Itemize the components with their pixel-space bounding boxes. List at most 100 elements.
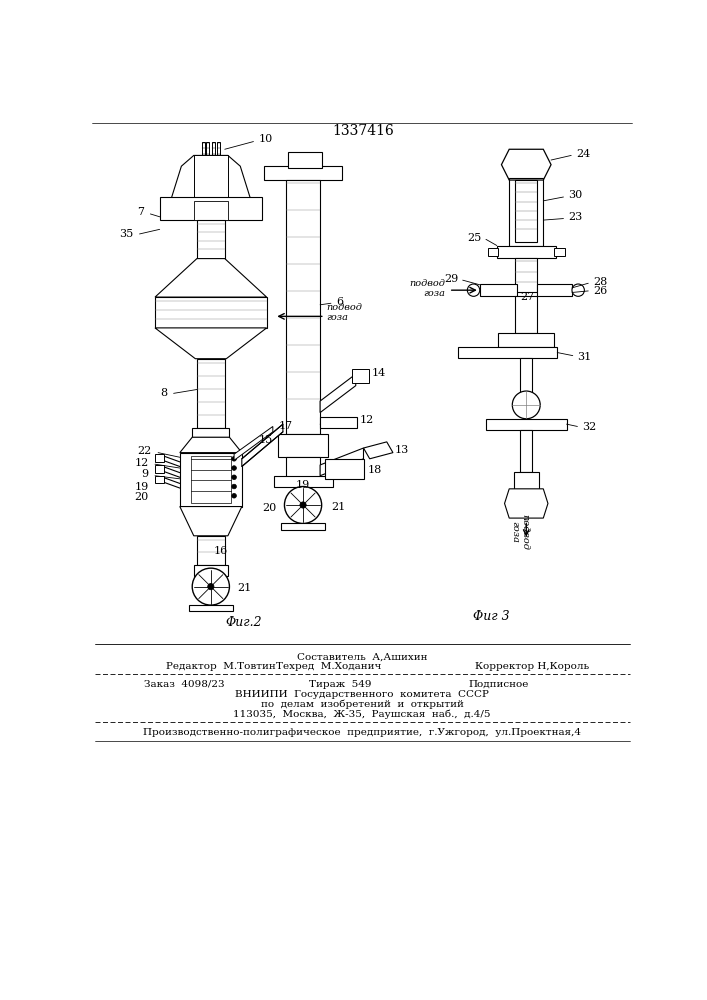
Text: 15: 15 xyxy=(259,435,273,445)
Text: подвод
гоза: подвод гоза xyxy=(510,514,530,550)
Text: 31: 31 xyxy=(578,352,592,362)
Polygon shape xyxy=(155,259,267,297)
Text: 24: 24 xyxy=(575,149,590,159)
Polygon shape xyxy=(320,448,363,476)
Polygon shape xyxy=(170,155,251,201)
Text: 19: 19 xyxy=(296,480,310,490)
Bar xyxy=(352,369,369,383)
Bar xyxy=(320,417,357,428)
Polygon shape xyxy=(501,149,551,180)
Polygon shape xyxy=(186,179,235,201)
Bar xyxy=(520,358,532,413)
Text: Составитель  А,Ашихин: Составитель А,Ашихин xyxy=(297,652,427,661)
Text: 32: 32 xyxy=(582,422,596,432)
Text: 12: 12 xyxy=(134,458,149,468)
Bar xyxy=(281,523,325,530)
Bar xyxy=(191,456,231,503)
Bar xyxy=(160,197,262,220)
Bar xyxy=(197,220,225,259)
Circle shape xyxy=(513,391,540,419)
Text: 17: 17 xyxy=(279,421,293,431)
Bar xyxy=(325,459,363,479)
Bar xyxy=(520,430,532,472)
Text: 9: 9 xyxy=(141,469,149,479)
Bar xyxy=(286,457,320,480)
Text: 10: 10 xyxy=(259,134,273,144)
Bar xyxy=(180,453,242,507)
Text: 14: 14 xyxy=(371,368,385,378)
Text: 25: 25 xyxy=(467,233,481,243)
Text: 20: 20 xyxy=(262,503,276,513)
Circle shape xyxy=(208,584,214,590)
Polygon shape xyxy=(505,489,548,518)
Polygon shape xyxy=(155,328,267,359)
Text: 35: 35 xyxy=(119,229,134,239)
Text: ВНИИПИ  Государственного  комитета  СССР: ВНИИПИ Государственного комитета СССР xyxy=(235,690,489,699)
Circle shape xyxy=(232,475,236,480)
Text: Φиг 3: Φиг 3 xyxy=(473,610,510,623)
Bar xyxy=(514,472,539,489)
Text: 30: 30 xyxy=(568,190,583,200)
Circle shape xyxy=(300,502,306,508)
Text: 21: 21 xyxy=(237,583,252,593)
Circle shape xyxy=(232,493,236,498)
Bar xyxy=(498,333,554,347)
Text: 28: 28 xyxy=(593,277,607,287)
Text: Тираж  549: Тираж 549 xyxy=(309,680,372,689)
Text: подвод
гоза: подвод гоза xyxy=(327,303,362,322)
Text: Редактор  М.Товтин: Редактор М.Товтин xyxy=(166,662,276,671)
Bar xyxy=(286,180,320,434)
Circle shape xyxy=(232,456,236,461)
Circle shape xyxy=(192,568,230,605)
Bar xyxy=(274,476,332,487)
Text: 16: 16 xyxy=(214,546,228,556)
Bar xyxy=(194,155,228,201)
Bar xyxy=(509,178,543,246)
Bar xyxy=(189,605,233,611)
Text: подвод
гоза: подвод гоза xyxy=(409,279,445,298)
Text: 26: 26 xyxy=(593,286,607,296)
Text: 23: 23 xyxy=(568,212,583,222)
Polygon shape xyxy=(320,374,356,413)
Bar xyxy=(279,434,328,457)
Bar xyxy=(515,180,537,242)
Text: 19: 19 xyxy=(134,482,149,492)
Bar xyxy=(201,142,204,179)
Bar xyxy=(192,428,230,437)
Text: Техред  М.Ходанич: Техред М.Ходанич xyxy=(276,662,381,671)
Text: 8: 8 xyxy=(160,388,168,398)
Bar xyxy=(155,465,164,473)
Text: Φиг.2: Φиг.2 xyxy=(225,616,262,629)
Bar xyxy=(197,359,225,428)
Circle shape xyxy=(232,466,236,470)
Bar xyxy=(155,297,267,328)
Bar xyxy=(515,296,537,333)
Text: 21: 21 xyxy=(331,502,345,512)
Text: Производственно-полиграфическое  предприятие,  г.Ужгород,  ул.Проектная,4: Производственно-полиграфическое предприя… xyxy=(143,728,581,737)
Polygon shape xyxy=(363,442,393,459)
Bar xyxy=(458,347,557,358)
Text: Подписное: Подписное xyxy=(468,680,529,689)
Text: 18: 18 xyxy=(368,465,382,475)
Text: 22: 22 xyxy=(138,446,152,456)
Bar xyxy=(155,476,164,483)
Circle shape xyxy=(284,487,322,523)
Text: 29: 29 xyxy=(444,274,458,284)
Bar xyxy=(206,142,209,179)
Text: 6: 6 xyxy=(337,297,344,307)
Text: 12: 12 xyxy=(360,415,374,425)
Bar xyxy=(486,419,566,430)
Text: 1337416: 1337416 xyxy=(332,124,394,138)
Bar xyxy=(197,536,225,565)
Bar xyxy=(155,454,164,462)
Circle shape xyxy=(232,484,236,489)
Text: 7: 7 xyxy=(137,207,144,217)
Bar xyxy=(288,152,322,168)
Bar xyxy=(554,248,565,256)
Polygon shape xyxy=(234,426,273,460)
Bar xyxy=(515,258,537,292)
Bar xyxy=(194,565,228,576)
Text: 13: 13 xyxy=(395,445,409,455)
Circle shape xyxy=(467,284,480,296)
Circle shape xyxy=(572,284,585,296)
